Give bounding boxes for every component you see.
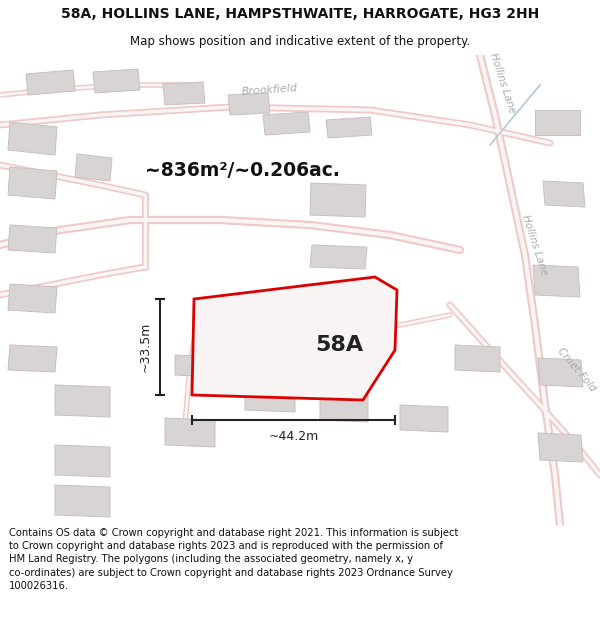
Text: Brookfield: Brookfield [242,83,298,97]
Polygon shape [245,383,295,412]
Text: ~44.2m: ~44.2m [268,430,319,443]
Text: Map shows position and indicative extent of the property.: Map shows position and indicative extent… [130,35,470,48]
Polygon shape [455,345,500,372]
Text: ~836m²/~0.206ac.: ~836m²/~0.206ac. [145,161,340,179]
Text: 58A, HOLLINS LANE, HAMPSTHWAITE, HARROGATE, HG3 2HH: 58A, HOLLINS LANE, HAMPSTHWAITE, HARROGA… [61,7,539,21]
Polygon shape [535,110,580,135]
Polygon shape [163,82,205,105]
Polygon shape [93,69,140,93]
Polygon shape [543,181,585,207]
Polygon shape [258,350,300,372]
Polygon shape [75,154,112,181]
Polygon shape [8,225,57,253]
Polygon shape [55,445,110,477]
Text: Hollins Lane: Hollins Lane [488,51,518,114]
Polygon shape [538,358,583,387]
Polygon shape [533,265,580,297]
Polygon shape [175,355,215,377]
Polygon shape [310,245,367,269]
Polygon shape [320,393,368,422]
Polygon shape [263,112,310,135]
Polygon shape [310,183,366,217]
Polygon shape [8,167,57,199]
Text: Contains OS data © Crown copyright and database right 2021. This information is : Contains OS data © Crown copyright and d… [9,528,458,591]
Polygon shape [55,485,110,517]
Polygon shape [8,122,57,155]
Polygon shape [538,433,583,462]
Polygon shape [192,277,397,400]
Polygon shape [228,93,270,115]
Polygon shape [326,117,372,138]
Polygon shape [55,385,110,417]
Polygon shape [26,70,75,95]
Text: 58A: 58A [315,335,364,355]
Polygon shape [8,284,57,313]
Polygon shape [8,345,57,372]
Polygon shape [165,418,215,447]
Text: ~33.5m: ~33.5m [139,322,152,372]
Polygon shape [400,405,448,432]
Text: Hollins Lane: Hollins Lane [520,213,549,277]
Text: Cruet Fold: Cruet Fold [555,346,597,394]
